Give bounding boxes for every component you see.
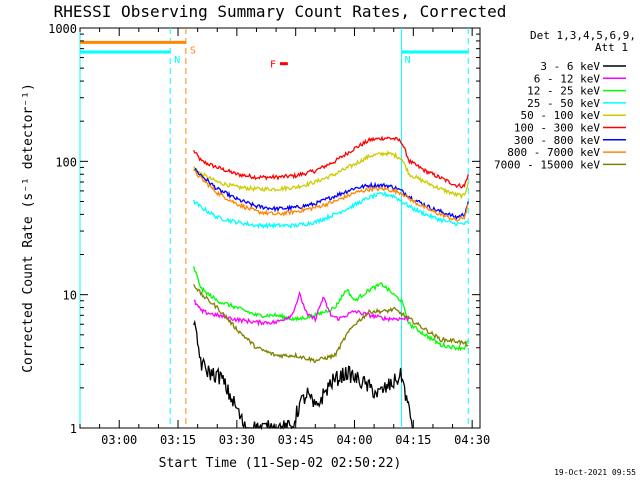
series-line-2 [193, 167, 469, 221]
markers-layer: SN NF [79, 28, 469, 428]
legend-header-1: Det 1,3,4,5,6,9, [530, 29, 636, 42]
legend-label-0: 3 - 6 keV [540, 60, 600, 73]
legend-header-2: Att 1 [595, 41, 628, 54]
state-bar-label-1: N [174, 55, 180, 66]
legend-label-4: 50 - 100 keV [521, 109, 601, 122]
x-axis-label: Start Time (11-Sep-02 02:50:22) [159, 456, 402, 471]
legend-label-5: 100 - 300 keV [514, 122, 600, 135]
legend-label-7: 800 - 7000 keV [507, 146, 600, 159]
state-bar-label-0: S [190, 45, 196, 56]
series-line-0 [193, 135, 469, 189]
axes-layer: 03:00 03:15 03:30 03:45 04:00 04:15 04:30 1 10 10… [48, 22, 490, 447]
series-line-8 [193, 319, 414, 431]
state-bar-label-2: N [405, 55, 411, 66]
series-line-7 [193, 284, 469, 363]
legend-label-2: 12 - 25 keV [527, 85, 600, 98]
legend-label-1: 6 - 12 keV [534, 72, 601, 85]
chart-title: RHESSI Observing Summary Count Rates, Co… [54, 2, 507, 21]
series-line-3 [193, 168, 469, 222]
series-layer [193, 135, 469, 431]
state-bar-label-3: F [270, 60, 276, 71]
legend-label-3: 25 - 50 keV [527, 97, 600, 110]
x-tick-label-6: 04:30 [454, 433, 490, 447]
y-tick-label-1: 10 [63, 289, 77, 303]
series-line-6 [193, 290, 410, 327]
timestamp: 19-Oct-2021 09:55 [554, 468, 636, 477]
series-line-5 [193, 266, 469, 352]
legend-label-6: 300 - 800 keV [514, 134, 600, 147]
x-tick-label-2: 03:30 [219, 433, 255, 447]
x-tick-label-0: 03:00 [101, 433, 137, 447]
plot-frame [79, 27, 481, 429]
series-line-4 [193, 190, 469, 230]
y-axis-label: Corrected Count Rate (s⁻¹ detector⁻¹) [21, 83, 36, 373]
x-tick-label-4: 04:00 [336, 433, 372, 447]
x-tick-label-5: 04:15 [395, 433, 431, 447]
x-tick-label-3: 03:45 [278, 433, 314, 447]
y-tick-label-3: 1000 [48, 22, 77, 36]
y-tick-label-0: 1 [70, 422, 77, 436]
y-tick-label-2: 100 [55, 155, 77, 169]
series-line-1 [193, 149, 469, 200]
x-tick-label-1: 03:15 [160, 433, 196, 447]
legend-label-8: 7000 - 15000 keV [494, 158, 600, 171]
